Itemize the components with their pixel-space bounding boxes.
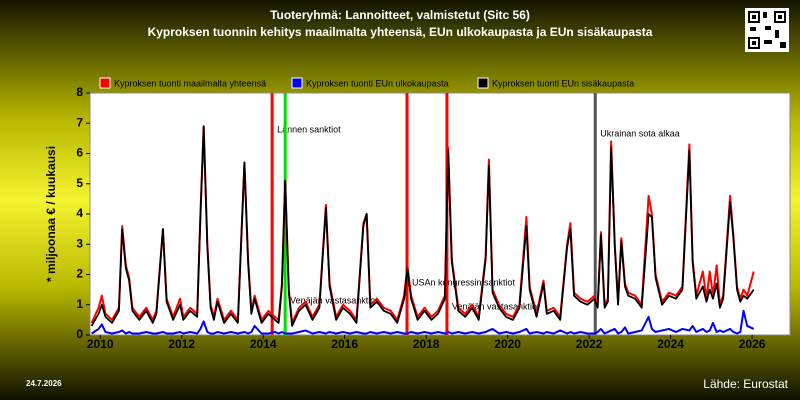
x-tick-label: 2020 bbox=[494, 337, 521, 351]
y-tick-label: 1 bbox=[76, 297, 83, 311]
y-tick-label: 5 bbox=[76, 176, 83, 190]
chart-subtitle: Kyproksen tuonnin kehitys maailmalta yht… bbox=[148, 25, 653, 39]
x-tick-label: 2022 bbox=[576, 337, 603, 351]
event-label: Venäjän vastasanktiot bbox=[452, 301, 540, 311]
legend-label: Kyproksen tuonti maailmalta yhteensä bbox=[114, 78, 266, 88]
qr-code bbox=[745, 8, 789, 52]
x-tick-label: 2014 bbox=[250, 337, 277, 351]
x-tick-label: 2010 bbox=[87, 337, 114, 351]
event-label: Venäjän vastasanktiot bbox=[290, 295, 378, 305]
series-line bbox=[90, 125, 755, 327]
chart-title: Tuoteryhmä: Lannoitteet, valmistetut (Si… bbox=[270, 8, 530, 22]
event-label: USAn kongressin sanktiot bbox=[412, 277, 516, 287]
event-label: Lännen sanktiot bbox=[277, 124, 341, 134]
x-tick-label: 2018 bbox=[413, 337, 440, 351]
y-tick-label: 2 bbox=[76, 267, 83, 281]
event-label: Ukrainan sota alkaa bbox=[600, 128, 680, 138]
x-tick-label: 2024 bbox=[657, 337, 684, 351]
x-tick-label: 2012 bbox=[168, 337, 195, 351]
y-tick-label: 4 bbox=[76, 206, 83, 220]
source: Lähde: Eurostat bbox=[703, 377, 788, 391]
y-tick-label: 7 bbox=[76, 115, 83, 129]
y-tick-label: 0 bbox=[76, 327, 83, 341]
series-line bbox=[91, 309, 755, 335]
y-tick-label: 8 bbox=[76, 85, 83, 99]
date: 24.7.2026 bbox=[26, 379, 62, 388]
y-tick-label: 3 bbox=[76, 236, 83, 250]
y-axis-label: * miljoonaa € / kuukausi bbox=[44, 146, 58, 282]
y-tick-label: 6 bbox=[76, 146, 83, 160]
legend-swatch bbox=[477, 77, 489, 89]
legend-label: Kyproksen tuonti EUn ulkokaupasta bbox=[306, 78, 449, 88]
legend-label: Kyproksen tuonti EUn sisäkaupasta bbox=[492, 78, 634, 88]
x-tick-label: 2026 bbox=[739, 337, 766, 351]
legend-swatch bbox=[99, 77, 111, 89]
legend-swatch bbox=[291, 77, 303, 89]
x-tick-label: 2016 bbox=[331, 337, 358, 351]
